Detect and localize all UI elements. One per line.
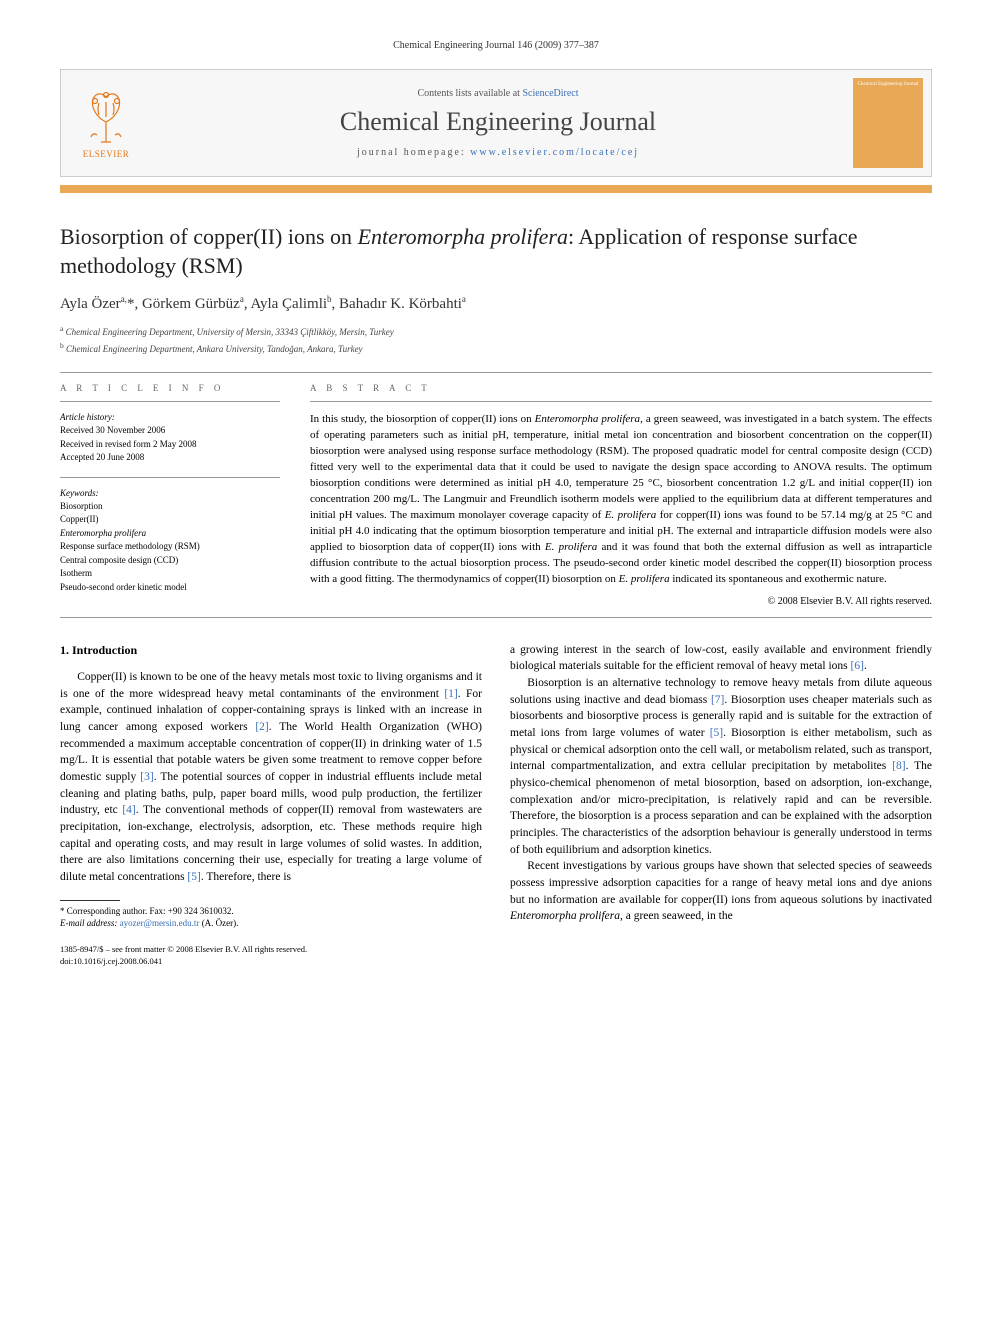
article-info-column: A R T I C L E I N F O Article history: R… — [60, 383, 280, 606]
elsevier-tree-icon — [81, 87, 131, 147]
body-column-right: a growing interest in the search of low-… — [510, 642, 932, 968]
citation-link[interactable]: [6] — [851, 660, 864, 672]
keyword: Response surface methodology (RSM) — [60, 540, 280, 554]
keyword: Central composite design (CCD) — [60, 554, 280, 568]
email-footnote: E-mail address: ayozer@mersin.edu.tr (A.… — [60, 917, 482, 930]
corresponding-author-footnote: * Corresponding author. Fax: +90 324 361… — [60, 905, 482, 918]
citation-link[interactable]: [5] — [710, 727, 723, 739]
sciencedirect-link[interactable]: ScienceDirect — [522, 88, 578, 99]
citation-link[interactable]: [7] — [711, 694, 724, 706]
body-two-columns: 1. Introduction Copper(II) is known to b… — [60, 642, 932, 968]
journal-cover-thumbnail[interactable]: Chemical Engineering Journal — [853, 78, 923, 168]
body-column-left: 1. Introduction Copper(II) is known to b… — [60, 642, 482, 968]
elsevier-label: ELSEVIER — [83, 149, 130, 159]
keywords-heading: Keywords: — [60, 488, 280, 498]
page-container: Chemical Engineering Journal 146 (2009) … — [0, 0, 992, 1008]
orange-divider-bar — [60, 185, 932, 193]
body-paragraph: Copper(II) is known to be one of the hea… — [60, 669, 482, 886]
keyword: Isotherm — [60, 567, 280, 581]
history-accepted: Accepted 20 June 2008 — [60, 451, 280, 465]
divider — [60, 617, 932, 618]
contents-line: Contents lists available at ScienceDirec… — [151, 88, 845, 99]
footnote-separator — [60, 900, 120, 901]
section-heading: 1. Introduction — [60, 642, 482, 659]
divider — [60, 477, 280, 478]
keyword: Copper(II) — [60, 513, 280, 527]
article-info-heading: A R T I C L E I N F O — [60, 383, 280, 393]
homepage-prefix: journal homepage: — [357, 147, 470, 158]
keyword: Pseudo-second order kinetic model — [60, 581, 280, 595]
journal-header-box: ELSEVIER Contents lists available at Sci… — [60, 69, 932, 177]
body-paragraph: Recent investigations by various groups … — [510, 858, 932, 925]
contents-prefix: Contents lists available at — [417, 88, 522, 99]
citation-link[interactable]: [5] — [187, 871, 200, 883]
keyword: Biosorption — [60, 500, 280, 514]
history-received: Received 30 November 2006 — [60, 424, 280, 438]
divider — [60, 401, 280, 402]
citation-link[interactable]: [2] — [255, 721, 268, 733]
article-history-block: Article history: Received 30 November 20… — [60, 412, 280, 465]
abstract-heading: A B S T R A C T — [310, 383, 932, 393]
footer-copyright: 1385-8947/$ – see front matter © 2008 El… — [60, 944, 482, 968]
citation-link[interactable]: [3] — [140, 771, 153, 783]
divider — [60, 372, 932, 373]
abstract-text: In this study, the biosorption of copper… — [310, 412, 932, 587]
homepage-line: journal homepage: www.elsevier.com/locat… — [151, 147, 845, 158]
citation-link[interactable]: [1] — [444, 688, 457, 700]
abstract-column: A B S T R A C T In this study, the bioso… — [310, 383, 932, 606]
running-header: Chemical Engineering Journal 146 (2009) … — [60, 40, 932, 51]
history-revised: Received in revised form 2 May 2008 — [60, 438, 280, 452]
affiliations: a Chemical Engineering Department, Unive… — [60, 323, 932, 356]
history-heading: Article history: — [60, 412, 280, 422]
elsevier-logo[interactable]: ELSEVIER — [61, 73, 151, 173]
cover-text: Chemical Engineering Journal — [858, 82, 919, 88]
body-paragraph: a growing interest in the search of low-… — [510, 642, 932, 675]
info-abstract-row: A R T I C L E I N F O Article history: R… — [60, 383, 932, 606]
article-title: Biosorption of copper(II) ions on Entero… — [60, 223, 932, 280]
keywords-block: Keywords: Biosorption Copper(II) Enterom… — [60, 488, 280, 595]
keyword: Enteromorpha prolifera — [60, 527, 280, 541]
citation-link[interactable]: [4] — [122, 804, 135, 816]
authors-line: Ayla Özera,*, Görkem Gürbüza, Ayla Çalim… — [60, 294, 932, 313]
affiliation-a: a Chemical Engineering Department, Unive… — [60, 323, 932, 340]
affiliation-b: b Chemical Engineering Department, Ankar… — [60, 340, 932, 357]
email-link[interactable]: ayozer@mersin.edu.tr — [120, 918, 200, 928]
body-paragraph: Biosorption is an alternative technology… — [510, 675, 932, 858]
journal-title: Chemical Engineering Journal — [151, 107, 845, 137]
abstract-copyright: © 2008 Elsevier B.V. All rights reserved… — [310, 596, 932, 607]
header-center: Contents lists available at ScienceDirec… — [151, 78, 845, 168]
divider — [310, 401, 932, 402]
homepage-link[interactable]: www.elsevier.com/locate/cej — [470, 147, 639, 158]
citation-link[interactable]: [8] — [892, 760, 905, 772]
